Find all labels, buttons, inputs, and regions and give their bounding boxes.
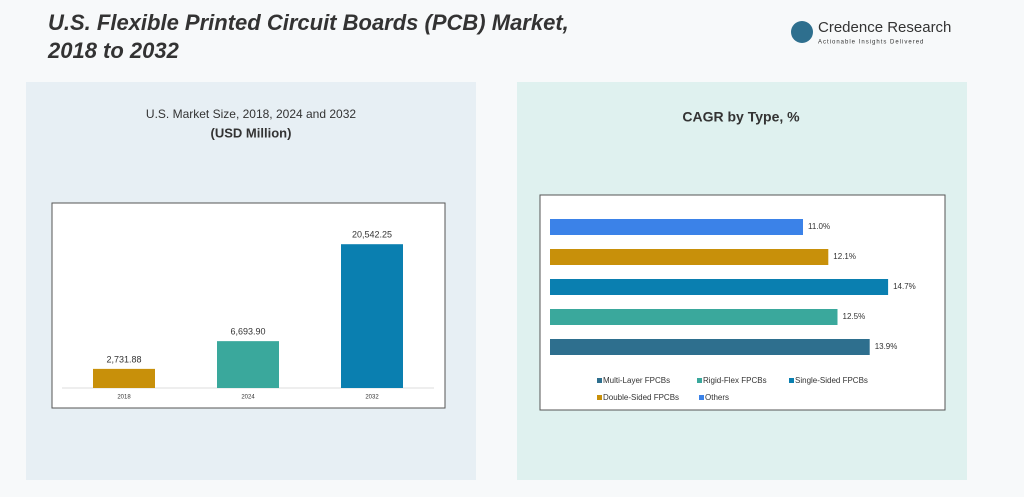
value-label: 11.0% (808, 222, 830, 231)
bar (550, 249, 829, 265)
legend-label: Multi-Layer FPCBs (603, 376, 670, 385)
bar (550, 339, 870, 355)
value-label: 6,693.90 (230, 327, 265, 337)
tagline: Actionable Insights Delivered (818, 40, 924, 46)
legend-label: Rigid-Flex FPCBs (703, 376, 767, 385)
x-tick-label: 2024 (241, 395, 255, 401)
chart-title: U.S. Market Size, 2018, 2024 and 2032 (146, 107, 356, 121)
logo-icon (791, 21, 813, 43)
page-title: U.S. Flexible Printed Circuit Boards (PC… (48, 10, 569, 35)
value-label: 2,731.88 (106, 354, 141, 364)
logo: Credence Research Actionable Insights De… (791, 19, 951, 46)
legend-label: Single-Sided FPCBs (795, 376, 868, 385)
value-label: 14.7% (893, 282, 916, 291)
bar (550, 309, 838, 325)
value-label: 20,542.25 (352, 230, 392, 240)
value-label: 12.1% (833, 252, 856, 261)
legend-swatch (597, 378, 602, 383)
brand: Credence Research (818, 19, 951, 36)
legend-label: Double-Sided FPCBs (603, 393, 679, 402)
page-title: 2018 to 2032 (47, 38, 180, 63)
chart-title: CAGR by Type, % (682, 109, 800, 125)
legend-swatch (597, 395, 602, 400)
bar (217, 341, 279, 388)
legend-swatch (699, 395, 704, 400)
bar (550, 279, 889, 295)
bar (341, 244, 403, 388)
chart-subtitle: (USD Million) (211, 125, 292, 140)
legend-swatch (789, 378, 794, 383)
x-tick-label: 2032 (365, 395, 379, 401)
bar (550, 219, 803, 235)
value-label: 13.9% (875, 342, 898, 351)
legend-label: Others (705, 393, 729, 402)
x-tick-label: 2018 (117, 395, 131, 401)
bar (93, 368, 155, 388)
legend-swatch (697, 378, 702, 383)
value-label: 12.5% (843, 312, 866, 321)
